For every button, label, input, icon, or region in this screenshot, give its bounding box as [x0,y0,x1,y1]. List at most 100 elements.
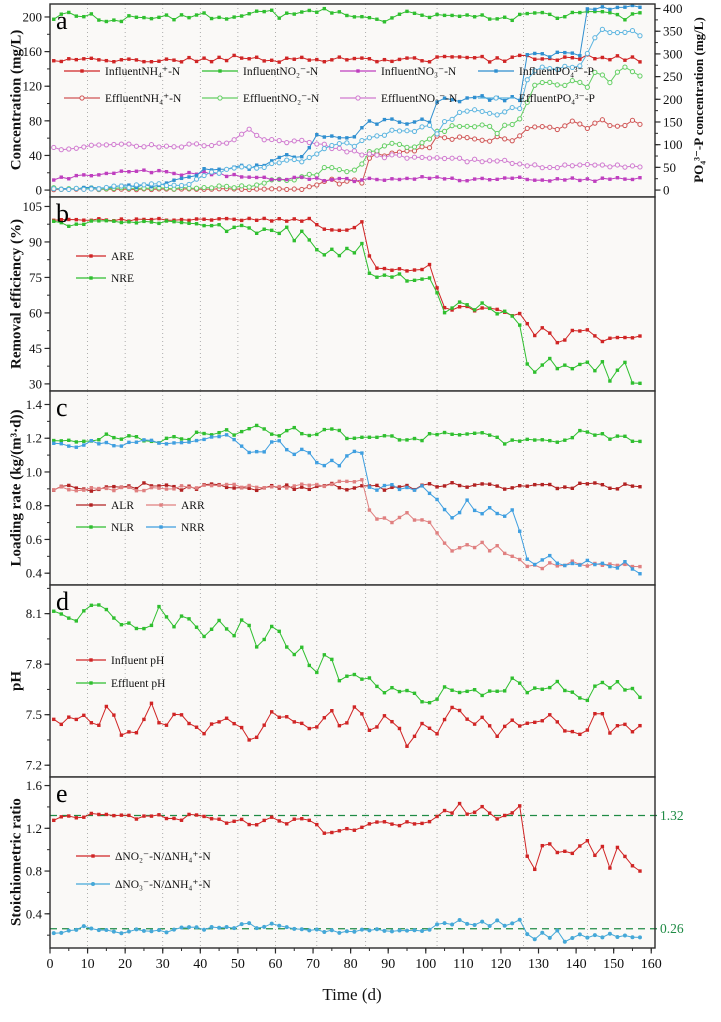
series-nlr-points [52,423,642,446]
panel-e-background [50,777,655,948]
y-tick-label: 7.2 [26,758,42,773]
y-tick-label: 0 [36,183,43,198]
legend-panel-d: Influent pH Effluent pH [76,655,165,690]
panel-a-background [50,4,655,197]
y-tick-label-right: 350 [663,24,683,39]
legend-label-eff_no3: EffluentNO₃⁻-N [381,93,458,105]
y-tick-label: 30 [29,376,42,391]
y-tick-label-right: 0 [663,183,670,198]
y-tick-label: 200 [23,9,43,24]
legend-label-inf_ph: Influent pH [111,655,164,667]
series-eff_po4-points [51,26,643,193]
series-nrr [52,433,642,576]
panel-b-background [50,197,655,391]
x-tick-label: 150 [603,957,624,972]
y-tick-label-right: 250 [663,69,683,84]
legend-label-eff_ph: Effluent pH [111,678,165,690]
x-tick-label: 60 [268,957,282,972]
series-inf_no3-points [52,168,642,184]
y-axis-title-ratio: Stoichiometric ratio [8,798,25,926]
legend-panel-c: ALR ARR NLR NRR [76,500,205,534]
series-arr-points [52,478,642,571]
series-eff_no3-points [51,126,643,171]
x-tick-label: 120 [490,957,511,972]
x-tick-label: 110 [453,957,473,972]
legend-label-nrr: NRR [181,522,205,534]
y-axis-title-po4: PO₄³⁻-P concentration (mg/L) [691,17,706,183]
legend-label-alr: ALR [111,500,134,512]
y-tick-label-right: 400 [663,1,683,16]
y-axis-title-loading: Loading rate (kg/(m³·d)) [8,409,25,567]
y-axis-title-concentration: Concentration (mg/L) [8,29,25,171]
x-tick-label: 20 [118,957,132,972]
legend-label-inf_po4: InfluentPO₄³⁻-P [519,66,594,78]
legend-label-eff_po4: EffluentPO₄³⁻-P [519,93,595,105]
panel-letter-b: b [56,199,69,228]
y-axis-title-removal: Removal efficiency (%) [8,219,25,369]
y-tick-label: 1.0 [26,464,42,479]
panel-d-background [50,585,655,777]
series-eff_ph-points [52,603,642,705]
panel-e: 0.4 0.8 1.2 1.6 ΔNO₂⁻-N/ΔNH₄⁺-N ΔNO₃⁻-N/ΔNH₄⁺… [26,776,659,949]
x-tick-label: 160 [641,957,662,972]
legend-label-eff_no2: EffluentNO₂⁻-N [243,93,320,105]
y-tick-label-right: 150 [663,114,683,129]
y-tick-label-right: 300 [663,46,683,61]
x-tick-label: 70 [306,957,320,972]
series-nlr [52,423,642,446]
legend-label-are: ARE [111,251,134,263]
y-tick-label: 0.4 [26,566,43,581]
x-axis: 0 10 20 30 40 50 60 70 80 90 100 110 120 130 140 150 160 [47,948,662,972]
x-tick-label: 100 [415,957,436,972]
x-tick-label: 140 [566,957,587,972]
y-tick-label: 1.2 [26,431,42,446]
series-inf_no2-points [52,6,642,24]
x-tick-label: 30 [156,957,170,972]
panel-c: 0.4 0.6 0.8 1.0 1.2 1.4 ALR ARR NLR NRR [26,390,656,586]
y-tick-label: 60 [29,305,42,320]
legend-label-inf_no3: InfluentNO₃⁻-N [381,66,457,78]
panel-letter-d: d [56,587,69,616]
panel-d: 7.2 7.5 7.8 8.1 Influent pH Effluent pH [26,584,656,778]
y-tick-label-right: 100 [663,137,683,152]
y-tick-label: 80 [29,113,42,128]
x-tick-label: 80 [344,957,358,972]
y-tick-label: 7.5 [26,707,42,722]
ref-line-label-026: 0.26 [660,921,684,936]
legend-label-inf_nh4: InfluentNH₄⁺-N [105,66,181,78]
ref-line-label-132: 1.32 [660,808,684,823]
series-ratio_no2_nh4-points [52,801,642,873]
series-nre-points [52,218,642,386]
x-tick-label: 10 [81,957,95,972]
y-tick-label-right: 200 [663,92,683,107]
series-ratio_no2_nh4 [52,801,642,873]
x-axis-title: Time (d) [322,985,382,1004]
legend-label-inf_no2: InfluentNO₂⁻-N [243,66,319,78]
y-tick-label: 0.6 [26,532,43,547]
y-tick-label: 120 [23,79,43,94]
x-tick-label: 90 [381,957,395,972]
y-tick-label: 40 [29,148,42,163]
y-axis-e: 0.4 0.8 1.2 1.6 [26,778,50,936]
panel-b-gridlines [87,197,588,391]
y-tick-label-right: 50 [663,160,676,175]
series-eff_ph [52,603,642,705]
y-axis-a: 0 40 80 120 160 200 [23,9,50,198]
series-eff_no3 [51,126,643,171]
y-tick-label: 160 [23,44,43,59]
panel-letter-a: a [56,6,68,35]
legend-label-nlr: NLR [111,522,134,534]
legend-panel-a: InfluentNH₄⁺-N InfluentNO₂⁻-N InfluentNO₃⁻… [64,66,595,105]
panel-letter-c: c [56,393,68,422]
y-axis-title-ph: pH [8,670,25,692]
series-arr [52,478,642,571]
y-tick-label: 90 [29,234,42,249]
x-tick-label: 50 [231,957,245,972]
series-inf_ph-points [52,701,642,748]
y-tick-label: 8.1 [26,606,42,621]
y-tick-label: 105 [23,199,43,214]
legend-panel-b: ARE NRE [76,251,134,285]
panel-d-gridlines [87,585,588,777]
legend-label-arr: ARR [181,500,205,512]
